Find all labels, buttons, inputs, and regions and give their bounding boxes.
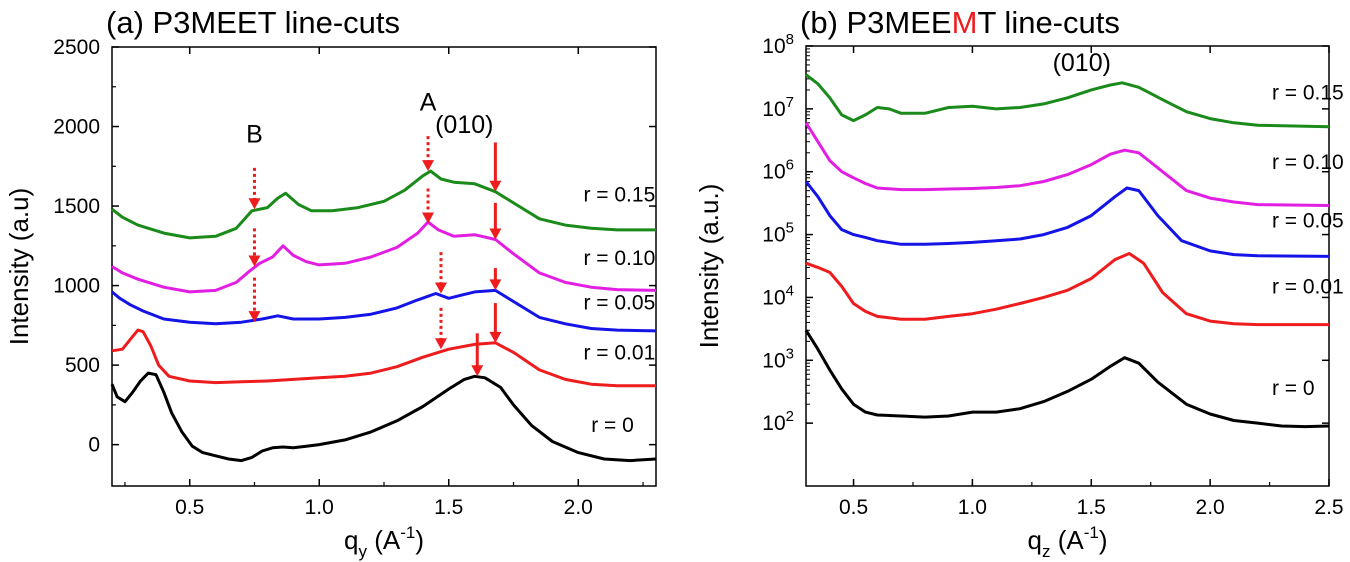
y-tick-label: 106 [762, 157, 794, 184]
arrow-head [489, 180, 502, 192]
chart-title: (b) P3MEEMT line-cuts [800, 5, 1120, 40]
chart-title-part: (a) P3MEET line-cuts [106, 5, 400, 40]
series-line [804, 180, 1330, 258]
y-tick-exponent: 8 [786, 31, 794, 48]
y-tick-label: 104 [762, 282, 794, 309]
series-label: r = 0.01 [583, 342, 655, 365]
series-line [110, 371, 657, 463]
annotation-label: (010) [1053, 49, 1111, 77]
y-tick-base: 10 [762, 161, 785, 184]
x-axis-label-subscript: y [358, 542, 367, 561]
x-axis-label-unit: (A [367, 525, 401, 555]
x-axis-label: qy (A-1) [344, 523, 424, 561]
series-line [805, 73, 1330, 129]
x-tick-label: 2.0 [1196, 496, 1225, 519]
x-axis-label-close: ) [1099, 525, 1108, 555]
x-tick-label: 2.5 [1314, 496, 1343, 519]
arrow-head [489, 331, 502, 343]
y-tick-exponent: 6 [786, 157, 794, 174]
arrow-head [248, 255, 261, 267]
y-tick-label: 105 [762, 220, 794, 247]
arrow-head [248, 198, 261, 210]
x-axis-label-close: ) [415, 525, 424, 555]
y-tick-label: 0 [88, 434, 100, 457]
series-line [804, 122, 1330, 207]
y-tick-base: 10 [762, 224, 785, 247]
series-label: r = 0.05 [1272, 209, 1344, 232]
x-axis-label-symbol: q [1028, 525, 1042, 555]
series-label: r = 0.15 [1272, 82, 1344, 105]
series-line [111, 220, 657, 294]
x-axis-label-subscript: z [1042, 542, 1051, 561]
chart-title-part: M [952, 5, 978, 40]
annotation-label: (010) [435, 111, 493, 139]
y-tick-exponent: 3 [786, 345, 794, 362]
x-tick-label: 1.0 [958, 496, 987, 519]
y-tick-exponent: 2 [786, 408, 794, 425]
series-label: r = 0.15 [583, 183, 655, 206]
x-axis-label-exponent: -1 [400, 523, 415, 542]
plot-frame [111, 46, 657, 487]
y-axis-label: Intensity (a.u.) [694, 184, 724, 349]
series-label: r = 0.10 [583, 247, 655, 270]
series-line [111, 169, 656, 240]
x-axis-label-unit: (A [1050, 525, 1084, 555]
y-tick-base: 10 [762, 286, 785, 309]
y-tick-label: 102 [762, 408, 794, 435]
chart-title-part: T line-cuts [977, 5, 1119, 40]
x-axis-label: qz (A-1) [1028, 523, 1108, 561]
y-tick-base: 10 [762, 98, 785, 121]
arrow-head [248, 311, 261, 323]
arrow-head [422, 212, 435, 224]
arrow-head [489, 279, 502, 291]
y-tick-base: 10 [762, 412, 785, 435]
series-line [111, 328, 656, 388]
annotation-label: A [420, 89, 437, 117]
y-tick-label: 108 [762, 31, 794, 58]
x-axis-label-symbol: q [344, 525, 358, 555]
y-axis-label: Intensity (a.u) [4, 188, 34, 346]
y-tick-label: 107 [762, 94, 794, 121]
x-axis-label-exponent: -1 [1084, 523, 1099, 542]
arrow-head [434, 282, 447, 294]
arrow-head [489, 228, 502, 240]
x-tick-label: 0.5 [175, 496, 204, 519]
series-label: r = 0.05 [583, 291, 655, 314]
arrow-head [471, 365, 484, 377]
series-line [111, 288, 657, 333]
y-tick-label: 500 [65, 354, 100, 377]
arrow-head [434, 338, 447, 350]
chart-title-part: (b) P3MEE [800, 5, 952, 40]
annotation-label: B [246, 120, 263, 148]
plot-frame [805, 45, 1330, 487]
y-tick-label: 1500 [53, 195, 100, 218]
y-tick-base: 10 [762, 35, 785, 58]
y-tick-exponent: 5 [786, 220, 794, 237]
y-tick-label: 1000 [53, 275, 100, 298]
chart-title: (a) P3MEET line-cuts [106, 5, 400, 40]
series-line [805, 252, 1329, 327]
y-tick-base: 10 [762, 349, 785, 372]
x-tick-label: 2.0 [564, 496, 593, 519]
x-tick-label: 0.5 [839, 496, 868, 519]
series-label: r = 0 [591, 414, 634, 437]
y-tick-label: 2500 [53, 36, 100, 59]
x-tick-label: 1.5 [1077, 496, 1106, 519]
series-label: r = 0.01 [1272, 276, 1344, 299]
y-tick-exponent: 7 [786, 94, 794, 111]
chart-panel-a: (a) P3MEET line-cuts 0.5 1.0 1.5 2.0 0 500 1000… [4, 5, 657, 561]
series-label: r = 0 [1272, 377, 1315, 400]
arrow-head [422, 160, 435, 172]
x-tick-label: 1.5 [434, 496, 463, 519]
y-tick-exponent: 4 [786, 282, 794, 299]
y-tick-label: 2000 [53, 116, 100, 139]
series-label: r = 0.10 [1272, 151, 1344, 174]
x-tick-label: 1.0 [305, 496, 334, 519]
y-tick-label: 103 [762, 345, 794, 372]
series-line [804, 329, 1330, 429]
